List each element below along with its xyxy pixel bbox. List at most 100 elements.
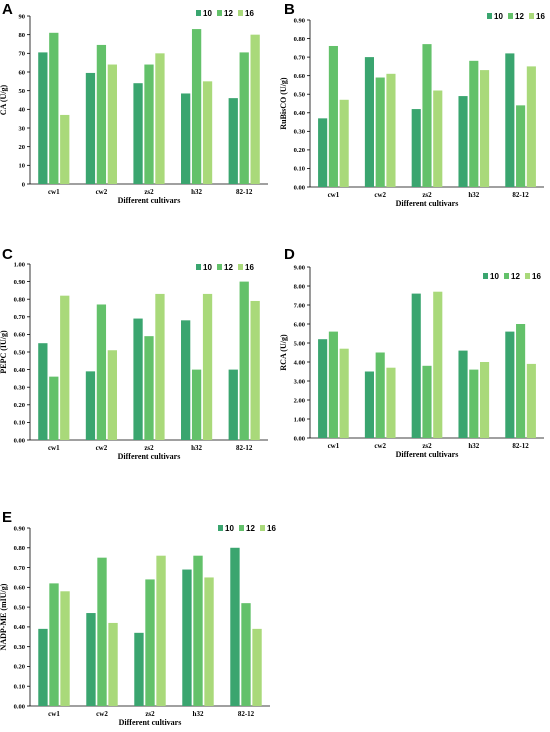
x-tick-label: 82-12 [236, 444, 253, 452]
y-tick-label: 0.70 [14, 314, 25, 321]
x-tick-label: zs2 [422, 442, 432, 450]
bar-h32-12 [469, 369, 479, 438]
y-tick-label: 0.60 [14, 585, 25, 592]
y-tick-label: 0.90 [14, 525, 25, 532]
bar-h32-10 [181, 93, 191, 184]
legend-label: 10 [490, 272, 499, 281]
bar-h32-12 [191, 29, 202, 184]
panel-letter: A [2, 1, 13, 18]
legend-label: 10 [494, 12, 503, 21]
x-axis-title: Different cultivars [119, 718, 182, 727]
bar-82-12-10 [505, 53, 515, 188]
y-tick-label: 1.00 [294, 416, 305, 423]
y-tick-label: 1.00 [14, 261, 25, 268]
legend-swatch [487, 13, 492, 19]
bar-zs2-10 [411, 293, 421, 438]
bar-cw2-12 [97, 557, 107, 706]
bar-zs2-12 [145, 579, 155, 706]
y-tick-label: 0.20 [14, 402, 25, 409]
legend-swatch [196, 264, 201, 270]
bar-82-12-12 [241, 603, 251, 706]
bar-h32-12 [193, 555, 203, 706]
x-tick-label: cw2 [96, 444, 108, 452]
y-axis-title: CA (U/g) [0, 84, 8, 115]
bar-cw1-16 [60, 591, 70, 706]
bar-82-12-16 [250, 34, 260, 184]
y-tick-label: 0.10 [14, 684, 25, 691]
chart-panel-a: A 0 10 20 30 40 50 60 70 80 90 CA (U/g) cw1 cw2 zs2 h32… [0, 1, 268, 205]
legend-swatch [217, 264, 222, 270]
bar-cw1-10 [38, 52, 48, 185]
legend-swatch [217, 10, 222, 16]
y-tick-label: 0.40 [14, 624, 25, 631]
bar-zs2-12 [422, 44, 432, 187]
legend-label: 16 [532, 272, 541, 281]
x-tick-label: 82-12 [512, 191, 529, 199]
bar-h32-16 [202, 81, 213, 184]
y-tick-label: 0.30 [14, 644, 25, 651]
y-tick-label: 0.60 [294, 73, 305, 80]
bar-cw1-12 [328, 45, 338, 187]
y-tick-label: 0.10 [294, 166, 305, 173]
bar-cw1-12 [49, 583, 59, 706]
x-tick-label: 82-12 [238, 710, 255, 718]
legend-swatch [529, 13, 534, 19]
y-tick-label: 0.80 [14, 297, 25, 304]
y-tick-label: 0.60 [14, 332, 25, 339]
bar-h32-10 [181, 320, 191, 440]
x-tick-label: 82-12 [512, 442, 529, 450]
legend-label: 12 [511, 272, 520, 281]
bar-h32-12 [191, 369, 202, 440]
legend-label: 10 [203, 9, 212, 18]
legend-label: 12 [224, 9, 233, 18]
bar-zs2-10 [133, 83, 143, 184]
x-tick-label: cw1 [328, 442, 340, 450]
x-tick-label: zs2 [144, 188, 154, 196]
bar-82-12-16 [252, 628, 262, 706]
bar-cw2-12 [375, 352, 385, 438]
y-tick-label: 10 [19, 163, 26, 170]
legend-label: 12 [515, 12, 524, 21]
bar-82-12-10 [228, 98, 238, 184]
bar-h32-10 [458, 96, 468, 187]
y-tick-label: 0.30 [294, 129, 305, 136]
bar-zs2-12 [144, 64, 154, 184]
bar-zs2-16 [155, 53, 165, 185]
x-tick-label: cw1 [48, 710, 60, 718]
x-tick-label: cw2 [96, 188, 108, 196]
chart-panel-c: C 0.00 0.10 0.20 0.30 0.40 0.50 0.60 0.70 0.80 0.9… [0, 246, 268, 461]
y-tick-label: 0.70 [14, 565, 25, 572]
y-tick-label: 70 [19, 51, 26, 58]
bar-cw1-10 [318, 118, 328, 187]
bar-h32-10 [458, 350, 468, 438]
legend-label: 12 [224, 263, 233, 272]
bar-82-12-12 [239, 52, 249, 185]
bar-cw1-10 [38, 343, 48, 440]
x-tick-label: h32 [191, 188, 202, 196]
y-tick-label: 0.70 [294, 54, 305, 61]
legend-swatch [260, 525, 265, 531]
bar-cw1-12 [49, 32, 59, 184]
bar-cw2-10 [86, 613, 96, 706]
bar-h32-16 [480, 70, 490, 187]
y-tick-label: 0.80 [14, 545, 25, 552]
bar-cw2-16 [107, 350, 117, 440]
legend-swatch [238, 264, 243, 270]
y-tick-label: 0.80 [294, 36, 305, 43]
bar-cw1-10 [38, 628, 48, 706]
bar-cw1-16 [60, 114, 70, 184]
y-tick-label: 2.00 [294, 397, 305, 404]
x-tick-label: zs2 [145, 710, 155, 718]
bar-cw2-12 [96, 44, 107, 184]
y-tick-label: 90 [19, 13, 26, 20]
bar-cw1-16 [339, 99, 349, 187]
bar-cw2-10 [85, 371, 96, 440]
chart-panel-b: B 0.00 0.10 0.20 0.30 0.40 0.50 0.60 0.70 0.80 0.9… [279, 1, 545, 208]
y-tick-label: 40 [19, 107, 26, 114]
y-tick-label: 0.50 [294, 92, 305, 99]
bar-zs2-10 [134, 632, 144, 706]
bar-zs2-10 [411, 109, 421, 187]
legend-label: 10 [225, 524, 234, 533]
bar-h32-16 [204, 577, 214, 706]
